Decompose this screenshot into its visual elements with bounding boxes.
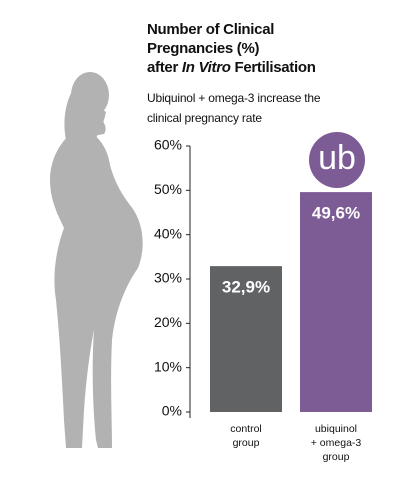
title-part: In Vitro xyxy=(181,59,231,76)
value-label: 49,6% xyxy=(312,204,360,223)
y-tick-label: 20% xyxy=(154,314,182,330)
subtitle-line: Ubiquinol + omega-3 increase the xyxy=(147,91,321,105)
y-tick-label: 60% xyxy=(154,137,182,153)
y-tick-label: 0% xyxy=(162,403,182,419)
title-line: Pregnancies (%) xyxy=(147,40,260,57)
y-tick-label: 50% xyxy=(154,181,182,197)
value-label: 32,9% xyxy=(222,278,270,297)
y-tick-label: 10% xyxy=(154,358,182,374)
x-tick-label: control group xyxy=(230,423,262,449)
logo-circle xyxy=(309,132,365,188)
silhouette xyxy=(50,72,143,448)
y-tick-label: 30% xyxy=(154,270,182,286)
y-tick-label: 40% xyxy=(154,225,182,241)
subtitle-line: clinical pregnancy rate xyxy=(147,111,262,125)
logo-text: ub xyxy=(318,139,356,177)
x-tick-label: ubiquinol + omega-3 group xyxy=(310,423,362,463)
bar xyxy=(300,192,372,412)
title-part: after xyxy=(147,59,179,76)
title-part: Fertilisation xyxy=(234,59,316,76)
bar xyxy=(210,266,282,412)
title-line: after In Vitro Fertilisation xyxy=(147,58,316,77)
chart-title: Number of Clinical Pregnancies (%) after… xyxy=(147,20,316,77)
subtitle: Ubiquinol + omega-3 increase the clinica… xyxy=(147,88,321,128)
title-line: Number of Clinical xyxy=(147,21,275,38)
